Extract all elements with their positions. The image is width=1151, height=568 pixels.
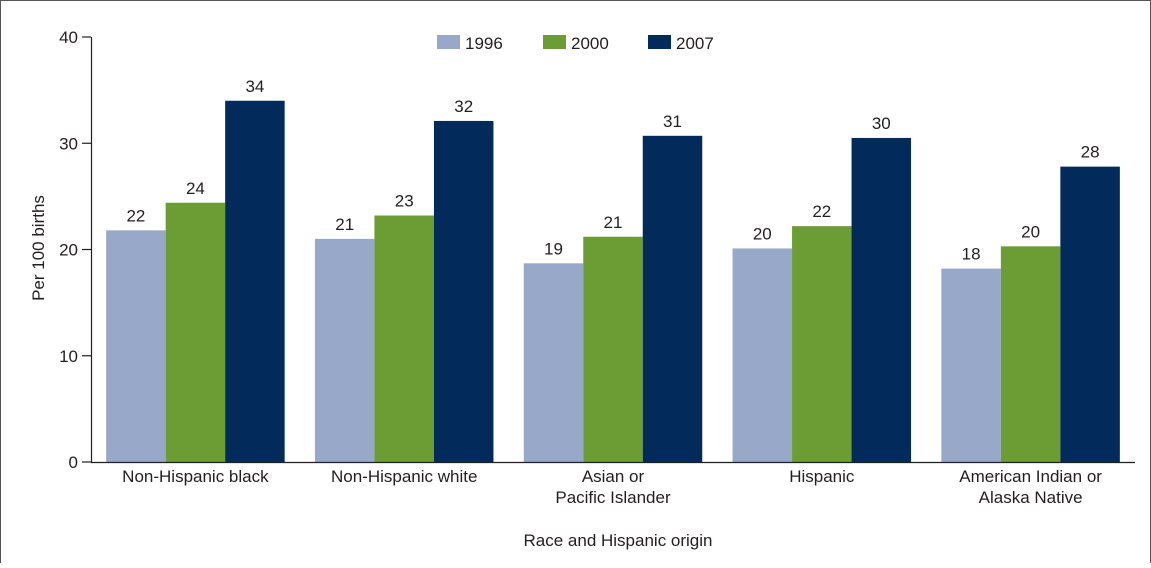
x-tick-label-non-hispanic-black: Non-Hispanic black <box>122 467 269 486</box>
bars-group <box>106 100 1120 462</box>
bar-american-indian-or-alaska-native-2007 <box>1060 166 1120 462</box>
bar-non-hispanic-white-1996 <box>314 238 375 462</box>
data-label-american-indian-or-alaska-native-2007: 28 <box>1081 143 1100 162</box>
data-label-non-hispanic-black-2007: 34 <box>245 77 264 96</box>
x-tick-label-hispanic: Hispanic <box>789 467 855 486</box>
x-tick-label-american-indian-or-alaska-native: American Indian or Alaska Native <box>959 467 1102 507</box>
legend-swatch-2000 <box>543 35 566 49</box>
y-axis: 0 10 20 30 40 <box>59 28 93 472</box>
bar-non-hispanic-white-2007 <box>433 120 494 462</box>
data-label-non-hispanic-white-1996: 21 <box>335 215 354 234</box>
legend: 1996 2000 2007 <box>437 34 714 53</box>
data-label-non-hispanic-black-1996: 22 <box>126 206 145 225</box>
x-tick-label-asian-or-pacific-islander: Asian or Pacific Islander <box>555 467 671 507</box>
data-label-hispanic-2000: 22 <box>812 202 831 221</box>
data-label-non-hispanic-black-2000: 24 <box>186 179 205 198</box>
bar-american-indian-or-alaska-native-1996 <box>941 268 1001 462</box>
bar-american-indian-or-alaska-native-2000 <box>1000 246 1061 462</box>
bar-asian-or-pacific-islander-2007 <box>642 135 703 462</box>
bar-hispanic-2007 <box>851 137 912 462</box>
data-label-asian-or-pacific-islander-2007: 31 <box>663 112 682 131</box>
y-tick-label: 30 <box>59 134 78 153</box>
data-label-non-hispanic-white-2000: 23 <box>395 192 414 211</box>
data-label-asian-or-pacific-islander-2000: 21 <box>604 213 623 232</box>
y-tick-label: 10 <box>59 347 78 366</box>
legend-swatch-2007 <box>648 35 671 49</box>
bar-asian-or-pacific-islander-1996 <box>523 263 584 462</box>
y-axis-title: Per 100 births <box>29 195 48 301</box>
legend-swatch-1996 <box>437 35 460 49</box>
x-axis-title: Race and Hispanic origin <box>524 531 713 550</box>
data-label-hispanic-2007: 30 <box>872 114 891 133</box>
bar-non-hispanic-black-2007 <box>225 100 285 462</box>
value-labels-group: 22 24 34 21 23 32 19 21 31 20 22 30 18 20 28 <box>126 77 1099 264</box>
legend-label-2007: 2007 <box>676 34 714 53</box>
x-tick-label-non-hispanic-white: Non-Hispanic white <box>331 467 477 486</box>
y-tick-label: 40 <box>59 28 78 47</box>
y-tick-label: 20 <box>59 241 78 260</box>
bar-non-hispanic-black-2000 <box>165 202 226 462</box>
data-label-american-indian-or-alaska-native-1996: 18 <box>962 245 981 264</box>
bar-non-hispanic-white-2000 <box>374 215 434 462</box>
data-label-hispanic-1996: 20 <box>753 224 772 243</box>
data-label-american-indian-or-alaska-native-2000: 20 <box>1021 222 1040 241</box>
legend-label-1996: 1996 <box>465 34 503 53</box>
data-label-asian-or-pacific-islander-1996: 19 <box>544 239 563 258</box>
bar-hispanic-1996 <box>732 248 793 462</box>
legend-label-2000: 2000 <box>571 34 609 53</box>
bar-hispanic-2000 <box>792 226 852 462</box>
x-axis: Non-Hispanic black Non-Hispanic white Asia… <box>91 461 1135 507</box>
bar-asian-or-pacific-islander-2000 <box>583 236 643 462</box>
bar-non-hispanic-black-1996 <box>106 230 166 462</box>
y-tick-label: 0 <box>69 453 78 472</box>
data-label-non-hispanic-white-2007: 32 <box>454 97 473 116</box>
